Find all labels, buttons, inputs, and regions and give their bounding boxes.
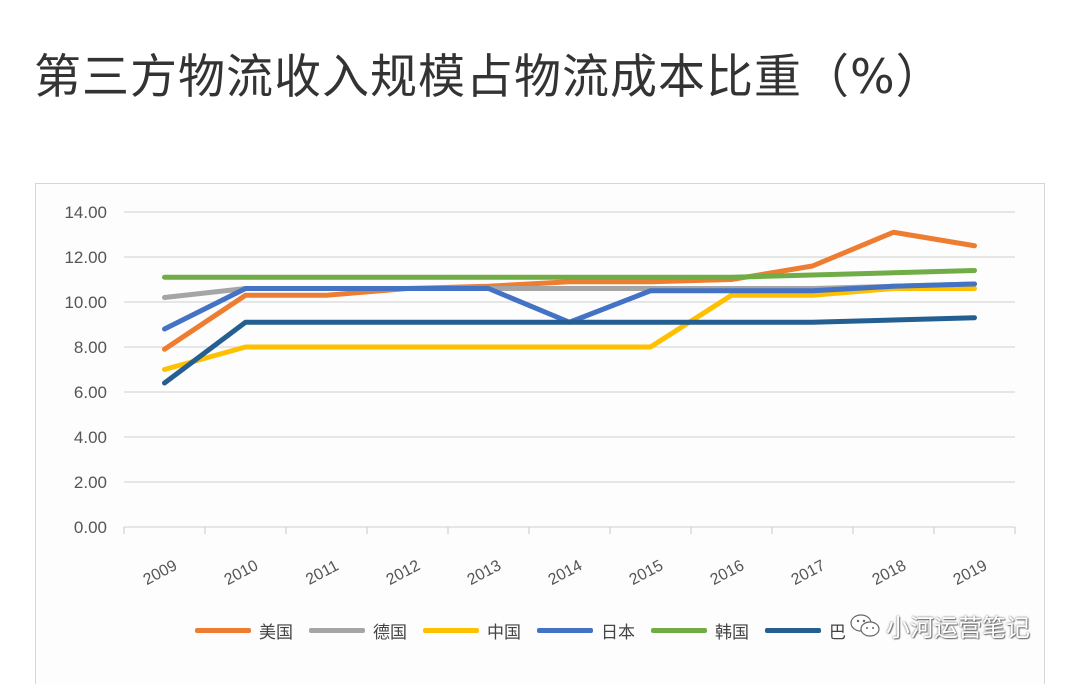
legend-label: 德国	[373, 623, 407, 643]
watermark: 小河运营笔记	[850, 608, 1030, 643]
legend-label: 韩国	[715, 623, 749, 643]
x-tick-label: 2019	[951, 557, 990, 589]
legend-item: 巴	[765, 618, 846, 643]
watermark-text: 小河运营笔记	[886, 614, 1030, 642]
y-tick-label: 12.00	[64, 248, 107, 267]
legend-swatch	[537, 628, 593, 633]
y-tick-label: 4.00	[74, 428, 107, 447]
x-tick-label: 2012	[384, 557, 423, 589]
chart-frame	[35, 183, 1045, 684]
x-tick-label: 2016	[708, 557, 747, 589]
x-tick-label: 2013	[465, 557, 504, 589]
legend-swatch	[309, 628, 365, 633]
legend-swatch	[423, 628, 479, 633]
legend-label: 美国	[259, 623, 293, 643]
y-tick-label: 14.00	[64, 203, 107, 222]
series-line	[162, 229, 977, 352]
legend-swatch	[651, 628, 707, 633]
legend-item: 韩国	[651, 618, 749, 643]
x-tick-label: 2009	[141, 557, 180, 589]
wechat-icon	[850, 613, 880, 637]
y-tick-label: 8.00	[74, 338, 107, 357]
legend-label: 巴	[829, 623, 846, 643]
chart-title: 第三方物流收入规模占物流成本比重（%）	[34, 50, 944, 105]
series-line	[162, 315, 977, 386]
series-line	[162, 268, 977, 280]
series-line	[162, 286, 977, 372]
legend-item: 中国	[423, 618, 521, 643]
x-tick-label: 2018	[870, 557, 909, 589]
y-tick-label: 0.00	[74, 518, 107, 537]
y-tick-label: 2.00	[74, 473, 107, 492]
x-tick-label: 2017	[789, 557, 828, 589]
legend-label: 日本	[601, 623, 635, 643]
legend-item: 德国	[309, 618, 407, 643]
legend-item: 美国	[195, 618, 293, 643]
x-tick-label: 2014	[546, 557, 585, 589]
legend-swatch	[195, 628, 251, 633]
legend-item: 日本	[537, 618, 635, 643]
x-tick-label: 2015	[627, 557, 666, 589]
legend-swatch	[765, 628, 821, 633]
y-tick-label: 6.00	[74, 383, 107, 402]
chart-legend: 美国 德国 中国 日本 韩国 巴	[195, 618, 856, 643]
x-tick-label: 2011	[303, 557, 341, 588]
x-tick-label: 2010	[222, 557, 261, 589]
y-tick-label: 10.00	[64, 293, 107, 312]
legend-label: 中国	[487, 623, 521, 643]
